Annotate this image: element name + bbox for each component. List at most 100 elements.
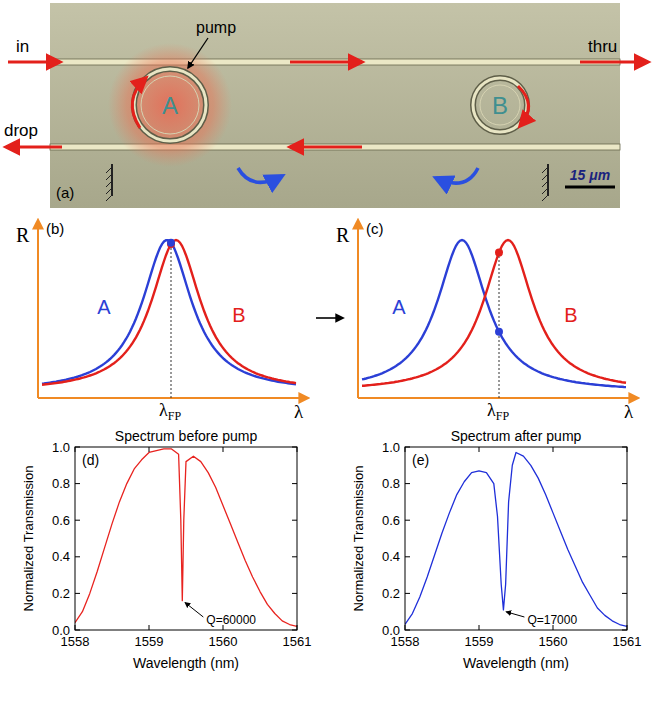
panel-label: (c): [366, 220, 384, 237]
y-tick-right: [622, 483, 627, 484]
y-tick-label: 0.4: [52, 549, 70, 564]
ring-inner: [480, 85, 520, 125]
plot-area: [75, 449, 297, 627]
curve-label: A: [392, 296, 406, 318]
x-tick-label: 1561: [283, 634, 312, 649]
y-tick-label: 0.0: [382, 623, 400, 638]
y-tick-right: [292, 447, 297, 448]
port-label: drop: [4, 121, 38, 140]
reflector-hatch: [542, 181, 548, 187]
y-axis-title: Normalized Transmission: [21, 466, 36, 612]
point-a: [495, 328, 503, 336]
plot-frame: [75, 447, 297, 630]
reflector-hatch: [106, 181, 112, 187]
y-tick-right: [622, 593, 627, 594]
axis-label: λ: [294, 401, 304, 422]
marker-subscript: FP: [168, 409, 182, 423]
y-tick-label: 0.6: [52, 513, 70, 528]
y-tick: [405, 556, 410, 557]
y-tick: [75, 520, 80, 521]
spectrum-line: [75, 449, 297, 627]
x-tick-top: [223, 447, 224, 452]
y-tick: [405, 593, 410, 594]
x-tick-label: 1560: [209, 634, 238, 649]
axis-label: R: [16, 224, 30, 246]
resonance-curve: [362, 240, 626, 387]
reflector-hatch: [106, 167, 112, 173]
resonance-curve: [42, 240, 296, 385]
curve-label: A: [97, 296, 111, 318]
y-tick-right: [622, 556, 627, 557]
reflector-hatch: [106, 188, 112, 194]
x-tick-top: [297, 447, 298, 452]
x-axis-title: Wavelength (nm): [133, 655, 239, 671]
light-arrow: [290, 61, 362, 64]
y-tick-right: [292, 520, 297, 521]
y-tick-label: 1.0: [52, 440, 70, 455]
reflector: [111, 164, 113, 196]
reflector-hatch: [106, 195, 112, 201]
y-tick: [75, 447, 80, 448]
marker-line: [499, 253, 500, 398]
scale-label: 15 μm: [570, 167, 610, 183]
x-tick-top: [553, 447, 554, 452]
y-tick-right: [622, 447, 627, 448]
panel-label: (a): [56, 184, 74, 201]
reflector-hatch: [542, 195, 548, 201]
y-tick-label: 0.8: [382, 476, 400, 491]
feedback-arrow: [238, 168, 282, 182]
y-tick: [405, 630, 410, 631]
x-tick-label: 1561: [613, 634, 642, 649]
light-arrow: [518, 86, 529, 126]
axis-arrow: [38, 397, 308, 399]
point-a: [167, 239, 175, 247]
y-tick: [405, 447, 410, 448]
figure: ABindropthrupump(a)15 μmABRλλFP(b)ABRλλF…: [0, 0, 654, 702]
y-tick-right: [292, 556, 297, 557]
marker-symbol: λ: [159, 400, 168, 420]
annotation-arrow: [506, 612, 524, 617]
pump-pointer: [188, 38, 208, 68]
y-tick: [75, 556, 80, 557]
y-axis-title: Normalized Transmission: [351, 466, 366, 612]
ring-inner: [141, 76, 199, 134]
port-label: thru: [588, 37, 617, 56]
y-tick-label: 0.6: [382, 513, 400, 528]
x-tick-label: 1559: [465, 634, 494, 649]
micrograph: [50, 3, 620, 208]
x-tick: [297, 625, 298, 630]
y-tick-right: [622, 520, 627, 521]
y-tick-label: 0.4: [382, 549, 400, 564]
curve-label: B: [232, 304, 245, 326]
light-arrow: [132, 78, 146, 128]
light-arrow: [290, 146, 362, 149]
panel-label: (b): [46, 220, 64, 237]
axis-arrow: [358, 397, 638, 399]
spectrum-line: [405, 452, 627, 626]
axis-arrow: [357, 220, 359, 398]
q-annotation: Q=60000: [206, 613, 256, 627]
y-tick: [75, 483, 80, 484]
chart-1: Spectrum after pump15581559156015610.00.…: [351, 428, 641, 671]
chart-0: Spectrum before pump15581559156015610.00…: [21, 428, 311, 671]
x-axis-title: Wavelength (nm): [463, 655, 569, 671]
x-tick: [479, 625, 480, 630]
chart-title: Spectrum before pump: [115, 428, 258, 444]
x-tick: [149, 625, 150, 630]
y-tick: [75, 630, 80, 631]
light-arrow: [6, 146, 62, 149]
curve-label: B: [564, 304, 577, 326]
marker-text: λFP: [487, 400, 509, 423]
resonance-curve: [42, 240, 296, 384]
x-tick-top: [627, 447, 628, 452]
x-tick: [75, 625, 76, 630]
pump-spot: [108, 43, 232, 167]
transition-arrow: [316, 317, 343, 319]
x-tick: [627, 625, 628, 630]
panel-label: (d): [82, 452, 99, 468]
reflector-hatch: [106, 174, 112, 180]
schematic-panel_b: ABRλλFP(b): [16, 220, 308, 423]
panel-a: ABindropthrupump(a)15 μm: [4, 3, 648, 208]
plot-area: [405, 452, 627, 626]
y-tick: [405, 520, 410, 521]
